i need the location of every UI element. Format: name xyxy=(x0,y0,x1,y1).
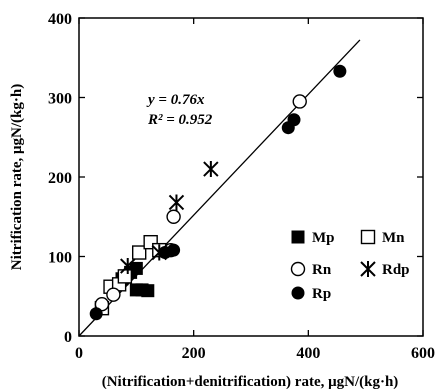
legend-marker-mn xyxy=(360,229,376,245)
data-point-rdp xyxy=(203,161,219,178)
y-tick-label: 100 xyxy=(48,250,72,267)
legend-label-rp: Rp xyxy=(312,286,331,302)
data-points xyxy=(89,64,347,321)
x-tick-label: 200 xyxy=(182,345,206,362)
r-squared-label: R² = 0.952 xyxy=(147,112,213,128)
x-axis-title: (Nitrification+denitrification) rate, μg… xyxy=(102,374,399,390)
axis-ticks: 0 200 400 600 0 100 200 300 400 xyxy=(48,11,435,362)
x-tick-label: 400 xyxy=(296,345,320,362)
y-tick-label: 200 xyxy=(48,170,72,187)
legend-marker-rdp xyxy=(360,261,376,277)
legend-marker-rp xyxy=(291,286,305,300)
legend-marker-rn xyxy=(290,261,306,277)
y-tick-label: 0 xyxy=(64,329,72,346)
y-tick-label: 400 xyxy=(48,11,72,28)
data-point-rp xyxy=(333,64,347,78)
x-tick-label: 600 xyxy=(411,345,435,362)
data-point-rdp xyxy=(120,258,136,275)
y-tick-label: 300 xyxy=(48,91,72,108)
data-point-mn xyxy=(131,245,147,260)
data-point-rn xyxy=(106,287,121,302)
y-axis-title: Nitrification rate, μgN/(kg·h) xyxy=(9,84,25,270)
x-tick-label: 0 xyxy=(75,345,83,362)
data-point-rp xyxy=(89,307,103,321)
data-point-mn xyxy=(117,269,133,284)
legend-label-rdp: Rdp xyxy=(382,262,410,278)
data-point-rn xyxy=(166,209,181,224)
legend-marker-mp xyxy=(291,230,305,244)
legend-label-mn: Mn xyxy=(382,230,405,246)
data-point-rn xyxy=(292,94,307,109)
legend-label-mp: Mp xyxy=(312,230,335,246)
data-point-rdp xyxy=(168,194,185,211)
legend: Mp Mn Rn Rdp Rp xyxy=(290,229,410,302)
data-point-rp xyxy=(167,243,181,257)
data-point-rp xyxy=(287,113,301,127)
equation-label: y = 0.76x xyxy=(146,92,205,108)
data-point-mp xyxy=(141,284,155,298)
legend-label-rn: Rn xyxy=(312,262,332,278)
